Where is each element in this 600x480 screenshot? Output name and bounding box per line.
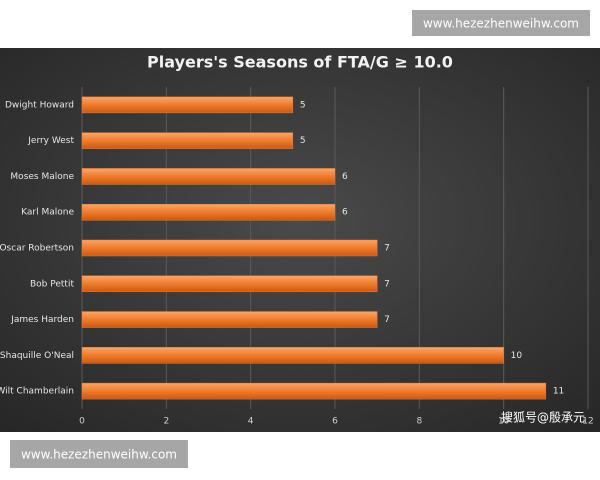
plot: 0 2 4 6 8 10 12 Dwight Howard 5 Jerry West 5 Moses …: [0, 87, 594, 427]
data-label: 7: [384, 315, 390, 325]
y-tick-label: Dwight Howard: [5, 100, 74, 110]
data-label: 5: [300, 136, 306, 146]
watermark: www.hezezhenweihw.com: [423, 17, 579, 31]
bar: [81, 168, 336, 185]
y-tick-label: Oscar Robertson: [0, 244, 74, 254]
y-tick-label: James Harden: [10, 315, 74, 325]
bar: [81, 132, 294, 149]
chart-title: Players's Seasons of FTA/G ≥ 10.0: [147, 53, 453, 72]
data-label: 5: [300, 100, 306, 110]
x-tick-label: 6: [332, 417, 338, 427]
data-label: 10: [511, 351, 523, 361]
x-tick-label: 2: [163, 417, 169, 427]
data-label: 6: [342, 208, 348, 218]
y-tick-label: Wilt Chamberlain: [0, 387, 74, 397]
bar: [81, 347, 504, 364]
bar: [81, 311, 378, 328]
y-tick-label: Karl Malone: [21, 208, 74, 218]
y-tick-label: Shaquille O'Neal: [0, 351, 74, 361]
data-label: 11: [553, 387, 564, 397]
x-tick-label: 12: [582, 417, 593, 427]
watermark: 搜狐号@殷承元: [501, 410, 585, 425]
bar: [81, 239, 378, 257]
data-label: 7: [384, 244, 390, 254]
bar: [81, 96, 294, 114]
y-tick-label: Jerry West: [27, 136, 74, 146]
bar: [81, 382, 547, 400]
watermark: www.hezezhenweihw.com: [21, 448, 177, 462]
y-tick-label: Moses Malone: [10, 172, 74, 182]
y-tick-label: Bob Pettit: [30, 279, 74, 289]
x-tick-label: 0: [79, 417, 85, 427]
bar: [81, 203, 336, 221]
watermark-box: [10, 440, 188, 468]
bar: [81, 275, 378, 293]
data-label: 6: [342, 172, 348, 182]
x-tick-label: 4: [248, 417, 254, 427]
watermark-box: [412, 10, 590, 36]
data-label: 7: [384, 279, 390, 289]
x-tick-label: 10: [498, 417, 510, 427]
x-tick-label: 8: [416, 417, 422, 427]
